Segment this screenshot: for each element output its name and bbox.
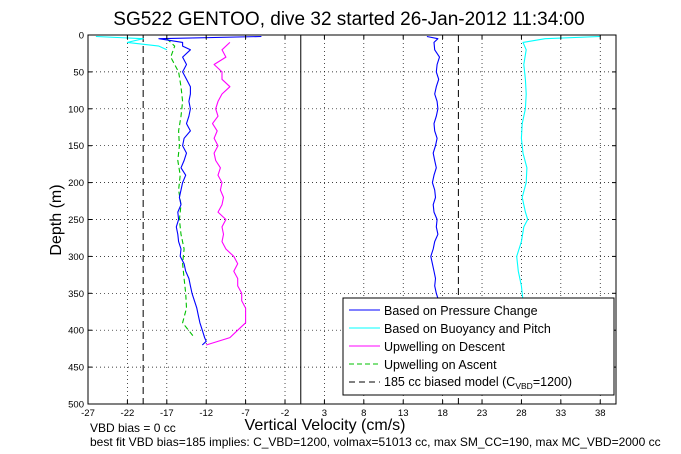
upwelling-descent-line: [206, 41, 247, 346]
y-tick-label: 150: [68, 141, 84, 152]
legend-label-upwelling-descent: Upwelling on Descent: [384, 340, 505, 354]
x-tick-label: 38: [595, 408, 606, 419]
y-tick-label: 500: [68, 400, 84, 411]
y-tick-label: 350: [68, 289, 84, 300]
pressure-descent-line: [158, 35, 262, 346]
reference-lines: [142, 35, 459, 404]
y-tick-label: 200: [68, 178, 84, 189]
grid-lines: [88, 35, 616, 404]
x-tick-label: -7: [241, 408, 249, 419]
x-tick-label: -2: [281, 408, 289, 419]
x-tick-label: -12: [199, 408, 213, 419]
y-tick-label: 450: [68, 363, 84, 374]
x-tick-label: -27: [81, 408, 95, 419]
x-tick-label: 18: [437, 408, 448, 419]
buoyancy-ascent-line: [516, 35, 601, 338]
x-axis-label: Vertical Velocity (cm/s): [245, 417, 406, 434]
x-tick-label: 33: [556, 408, 567, 419]
x-tick-label: 28: [516, 408, 527, 419]
chart-title: SG522 GENTOO, dive 32 started 26-Jan-201…: [113, 9, 584, 30]
y-tick-label: 50: [73, 67, 84, 78]
legend: Based on Pressure Change Based on Buoyan…: [342, 297, 615, 396]
y-tick-label: 300: [68, 252, 84, 263]
legend-box: [342, 297, 615, 396]
x-tick-label: -22: [121, 408, 135, 419]
legend-label-pressure: Based on Pressure Change: [384, 304, 538, 318]
x-ticks: -27 -22 -17 -12 -7 -2 3 8 13 18 23 28 33 38: [81, 35, 606, 419]
footer-vbd-bias: VBD bias = 0 cc: [90, 421, 176, 435]
y-tick-label: 400: [68, 326, 84, 337]
legend-label-upwelling-ascent: Upwelling on Ascent: [384, 358, 497, 372]
y-tick-label: 250: [68, 215, 84, 226]
x-tick-label: 3: [322, 408, 327, 419]
y-axis-label: Depth (m): [48, 184, 65, 255]
y-tick-label: 100: [68, 104, 84, 115]
footer-best-fit: best fit VBD bias=185 implies: C_VBD=120…: [90, 435, 661, 449]
x-tick-label: 8: [361, 408, 366, 419]
pressure-ascent-line: [426, 35, 446, 342]
y-ticks: 0 50 100 150 200 250 300 350 400 450 500: [68, 31, 616, 411]
x-tick-label: -17: [160, 408, 174, 419]
legend-label-model: 185 cc biased model (CVBD=1200): [384, 375, 572, 391]
x-tick-label: 23: [477, 408, 488, 419]
legend-label-buoyancy: Based on Buoyancy and Pitch: [384, 322, 551, 336]
y-tick-label: 0: [79, 31, 84, 42]
series-group: [95, 35, 601, 346]
x-tick-label: 13: [398, 408, 409, 419]
